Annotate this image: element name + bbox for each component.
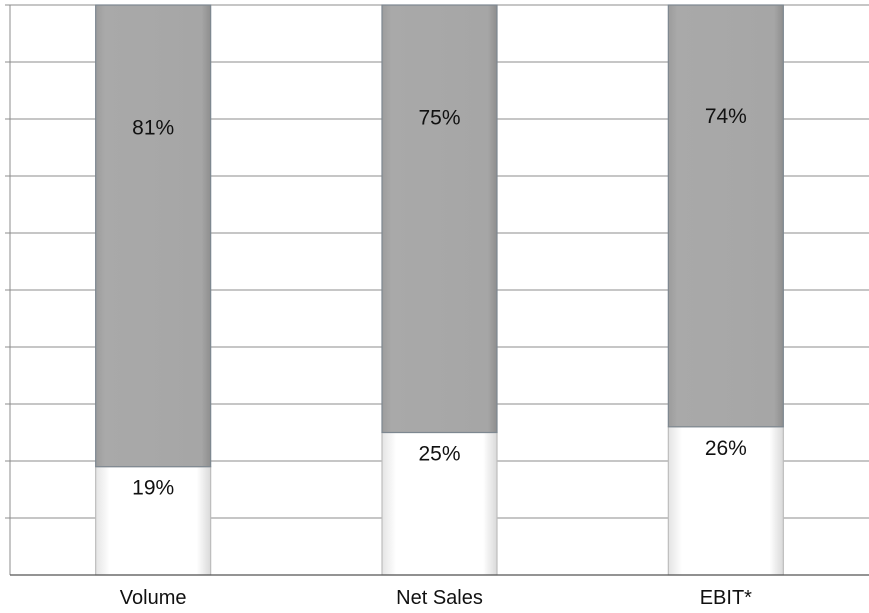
bar-upper-1: [381, 4, 498, 434]
data-labels: 19% 81% 25% 75% 26% 74%: [132, 105, 747, 500]
data-label-lower-0: 19%: [132, 477, 174, 500]
data-label-upper-2: 74%: [705, 105, 747, 128]
bar-lower-1: [381, 431, 498, 576]
category-label-2: EBIT*: [700, 587, 752, 609]
bars: [95, 4, 784, 576]
data-label-upper-0: 81%: [132, 116, 174, 139]
data-label-lower-2: 26%: [705, 437, 747, 460]
bar-upper-2: [667, 4, 784, 428]
axes: Volume Net Sales EBIT*: [5, 4, 869, 609]
category-label-0: Volume: [120, 587, 187, 609]
category-label-1: Net Sales: [396, 587, 483, 609]
data-label-lower-1: 25%: [418, 443, 460, 466]
bar-upper-0: [95, 4, 212, 468]
data-label-upper-1: 75%: [418, 107, 460, 130]
